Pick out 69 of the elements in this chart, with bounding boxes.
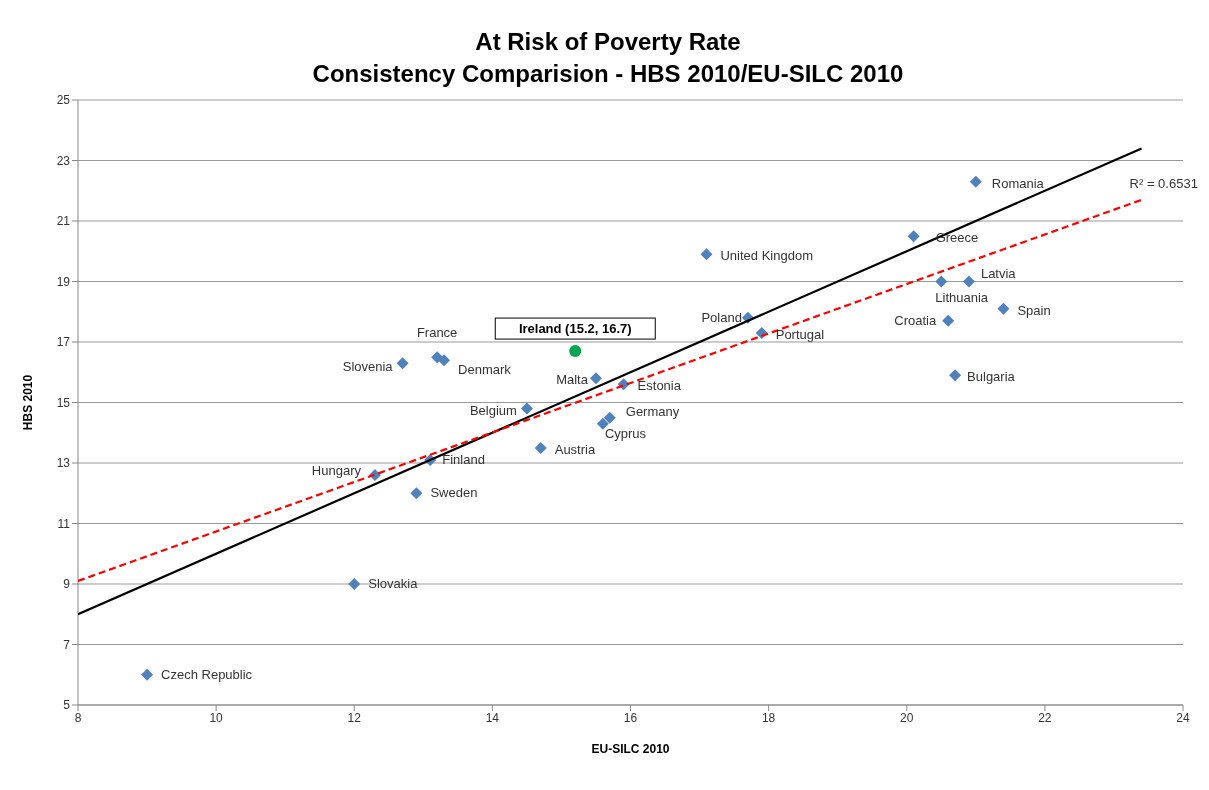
- point: [438, 354, 451, 367]
- chart-title: At Risk of Poverty Rate: [474, 27, 742, 57]
- annotation: R² = 0.6531: [1129, 175, 1198, 191]
- point: [596, 417, 609, 430]
- annotation: Croatia: [894, 312, 937, 328]
- point: [935, 275, 948, 288]
- annotation: Slovenia: [342, 359, 394, 375]
- x-tick-label: 16: [623, 710, 638, 725]
- x-tick-label: 14: [485, 710, 500, 725]
- annotation: Greece: [935, 230, 979, 246]
- annotation: Czech Republic: [161, 666, 253, 682]
- annotation: Finland: [442, 451, 485, 467]
- point: [949, 369, 962, 382]
- y-tick-label: 23: [56, 153, 71, 168]
- point: [962, 275, 975, 288]
- point: [520, 402, 533, 415]
- annotation: Austria: [554, 441, 596, 457]
- point: [942, 314, 955, 327]
- annotation: Sweden: [430, 485, 478, 501]
- chart-subtitle: Consistency Comparision - HBS 2010/EU-SILC 2010: [311, 59, 905, 89]
- annotation: Portugal: [775, 326, 825, 342]
- point: [969, 175, 982, 188]
- y-tick-label: 25: [56, 93, 71, 108]
- x-tick-label: 18: [761, 710, 776, 725]
- annotation: Romania: [991, 175, 1045, 191]
- annotation: Denmark: [458, 362, 512, 378]
- point: [348, 578, 361, 590]
- point: [396, 357, 409, 370]
- x-tick-label: 8: [74, 710, 82, 725]
- x-tick-label: 10: [209, 710, 224, 725]
- x-tick-label: 20: [900, 710, 914, 725]
- point: [907, 230, 920, 243]
- point: [569, 345, 582, 358]
- point: [534, 441, 547, 454]
- point: [410, 487, 423, 500]
- x-tick-label: 12: [347, 710, 362, 725]
- annotation: France: [416, 325, 458, 341]
- annotation: Germany: [625, 403, 680, 419]
- annotation: Cyprus: [604, 425, 647, 441]
- y-tick-label: 11: [57, 516, 71, 531]
- annotation: Bulgaria: [967, 369, 1016, 385]
- annotation: Estonia: [637, 378, 682, 394]
- annotation: Latvia: [980, 265, 1017, 281]
- x-tick-label: 24: [1176, 710, 1190, 725]
- y-tick-label: 15: [56, 395, 71, 410]
- y-tick-label: 13: [56, 456, 71, 471]
- annotation: Poland: [701, 309, 742, 325]
- point: [589, 372, 602, 385]
- annotation: United Kingdom: [720, 248, 813, 264]
- x-tick-label: 22: [1038, 710, 1052, 725]
- y-tick-label: 5: [63, 698, 71, 713]
- annotation: Spain: [1017, 302, 1051, 318]
- point: [700, 248, 713, 261]
- point: [603, 411, 616, 424]
- annotation: Malta: [556, 372, 589, 388]
- annotation: Hungary: [311, 463, 362, 479]
- annotation: Ireland (15.2, 16.7): [518, 321, 632, 337]
- y-tick-label: 17: [56, 335, 71, 350]
- point: [141, 668, 154, 681]
- y-tick-label: 9: [63, 577, 71, 592]
- point: [997, 302, 1010, 315]
- y-tick-label: 21: [56, 214, 71, 229]
- annotation: Belgium: [469, 402, 517, 418]
- annotation: Slovakia: [368, 576, 419, 591]
- y-axis-title: HBS 2010: [21, 374, 36, 431]
- y-tick-label: 19: [56, 274, 71, 289]
- x-axis-title: EU-SILC 2010: [591, 742, 670, 756]
- y-tick-label: 7: [63, 637, 71, 652]
- annotation: Lithuania: [935, 289, 989, 305]
